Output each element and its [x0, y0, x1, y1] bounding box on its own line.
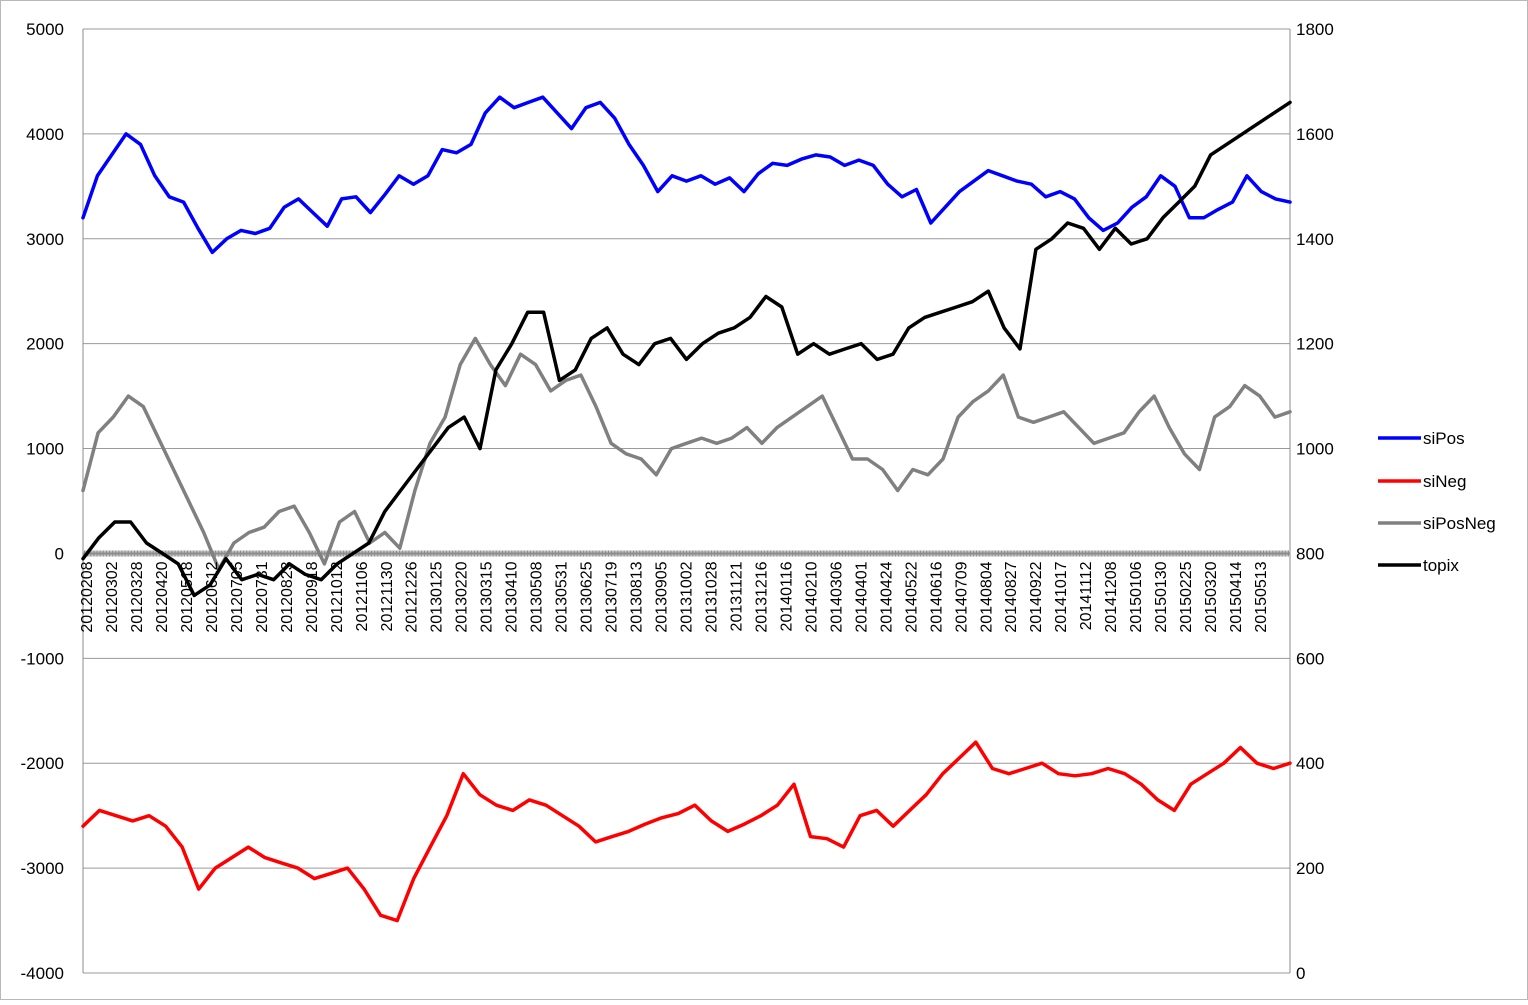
- legend: siPos siNeg siPosNeg topix: [1378, 429, 1496, 575]
- x-tick-label: 20120612: [204, 561, 221, 632]
- x-tick-label: 20150106: [1128, 561, 1145, 632]
- x-tick-label: 20140424: [878, 561, 895, 632]
- x-tick-label: 20140709: [953, 561, 970, 632]
- y-left-tick-label: 4000: [26, 125, 64, 144]
- x-tick-label: 20140401: [853, 561, 870, 632]
- x-tick-label: 20150225: [1178, 561, 1195, 632]
- x-tick-label: 20150414: [1228, 561, 1245, 632]
- x-tick-label: 20141112: [1078, 561, 1095, 630]
- x-tick-label: 20120420: [154, 561, 171, 632]
- legend-label-topix: topix: [1423, 556, 1459, 575]
- x-tick-label: 20120208: [79, 561, 96, 632]
- x-tick-label: 20131028: [704, 561, 721, 632]
- y-left-tick-label: 2000: [26, 335, 64, 354]
- series-line-topix: [81, 100, 1292, 598]
- y-left-tick-label: 5000: [26, 20, 64, 39]
- x-tick-label: 20131002: [679, 561, 696, 632]
- x-tick-label: 20150130: [1153, 561, 1170, 632]
- x-tick-label: 20140116: [778, 561, 795, 631]
- y-left-tick-label: -1000: [21, 649, 64, 668]
- x-tick-label: 20140306: [828, 561, 845, 632]
- x-tick-label: 20121106: [354, 561, 371, 631]
- y-left-tick-label: -3000: [21, 859, 64, 878]
- y-right-tick-label: 0: [1296, 964, 1305, 983]
- x-axis-labels: 20120208 20120302 20120328 20120420 20120518…: [79, 561, 1270, 632]
- y-right-tick-label: 600: [1296, 649, 1324, 668]
- y-axis-left-labels: 5000 4000 3000 2000 1000 0 -1000 -2000 -3000 -400…: [21, 20, 64, 983]
- y-left-tick-label: -4000: [21, 964, 64, 983]
- x-tick-label: 20121012: [329, 561, 346, 632]
- x-tick-label: 20140827: [1003, 561, 1020, 632]
- x-tick-label: 20130220: [454, 561, 471, 632]
- y-right-tick-label: 1000: [1296, 440, 1334, 459]
- y-axis-right-labels: 1800 1600 1400 1200 1000 800 600 400 200 0: [1296, 20, 1334, 983]
- x-tick-label: 20120302: [104, 561, 121, 632]
- x-tick-label: 20150320: [1203, 561, 1220, 632]
- x-tick-label: 20130531: [554, 561, 571, 632]
- x-tick-label: 20121226: [404, 561, 421, 632]
- y-left-tick-label: -2000: [21, 754, 64, 773]
- x-tick-label: 20130625: [579, 561, 596, 632]
- series-line-sineg: [81, 740, 1292, 923]
- y-left-tick-label: 3000: [26, 230, 64, 249]
- series-line-siposneg: [81, 336, 1292, 571]
- x-tick-label: 20130905: [654, 561, 671, 632]
- x-tick-label: 20130508: [529, 561, 546, 632]
- x-tick-label: 20120731: [254, 561, 271, 632]
- y-right-tick-label: 1400: [1296, 230, 1334, 249]
- y-right-tick-label: 800: [1296, 544, 1324, 563]
- x-tick-label: 20130719: [604, 561, 621, 632]
- x-tick-label: 20130315: [479, 561, 496, 632]
- y-right-tick-label: 200: [1296, 859, 1324, 878]
- x-tick-label: 20140922: [1028, 561, 1045, 632]
- x-tick-label: 20130813: [629, 561, 646, 632]
- y-left-tick-label: 0: [55, 544, 64, 563]
- y-right-tick-label: 1800: [1296, 20, 1334, 39]
- x-tick-label: 20140804: [978, 561, 995, 632]
- x-tick-label: 20131216: [753, 561, 770, 632]
- y-left-tick-label: 1000: [26, 440, 64, 459]
- x-tick-label: 20130410: [504, 561, 521, 632]
- x-tick-label: 20120705: [229, 561, 246, 632]
- x-tick-label: 20120823: [279, 561, 296, 632]
- x-tick-label: 20140522: [903, 561, 920, 632]
- series-line-sipos: [81, 95, 1292, 255]
- y-right-tick-label: 1600: [1296, 125, 1334, 144]
- x-tick-label: 20140210: [803, 561, 820, 632]
- x-tick-label: 20121130: [379, 561, 396, 631]
- x-tick-label: 20141208: [1103, 561, 1120, 632]
- legend-label-sipos: siPos: [1423, 429, 1465, 448]
- legend-label-siposneg: siPosNeg: [1423, 514, 1496, 533]
- x-tick-label: 20120918: [304, 561, 321, 632]
- y-right-tick-label: 1200: [1296, 335, 1334, 354]
- y-right-tick-label: 400: [1296, 754, 1324, 773]
- x-tick-label: 20150513: [1253, 561, 1270, 632]
- legend-label-sineg: siNeg: [1423, 472, 1466, 491]
- x-tick-label: 20131121: [729, 561, 746, 631]
- x-tick-label: 20130125: [429, 561, 446, 632]
- x-tick-label: 20140616: [928, 561, 945, 632]
- x-tick-label: 20141017: [1053, 561, 1070, 632]
- series-lines: [81, 95, 1292, 923]
- x-tick-label: 20120328: [129, 561, 146, 632]
- x-tick-label: 20120518: [179, 561, 196, 632]
